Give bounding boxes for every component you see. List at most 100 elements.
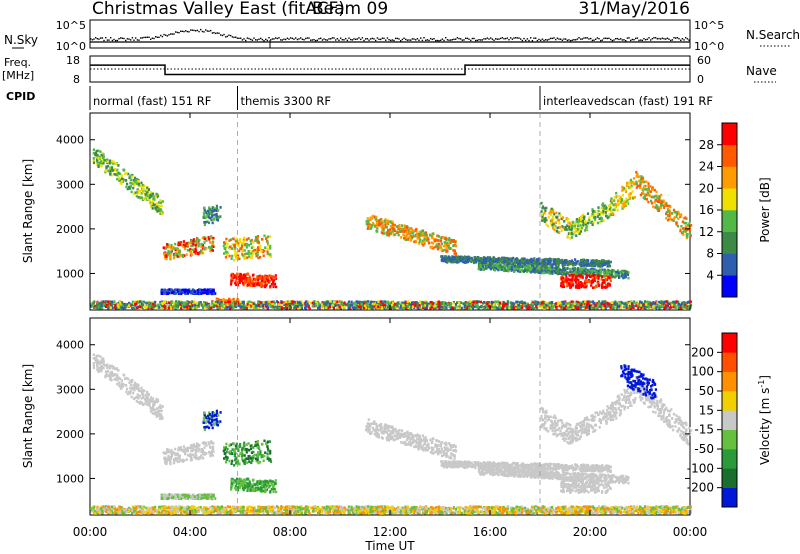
power-cell	[135, 191, 138, 194]
noise-trace	[90, 28, 690, 48]
power-cell	[105, 169, 108, 172]
power-cell	[208, 245, 211, 249]
power-cell	[452, 239, 455, 242]
noise-point	[463, 39, 465, 41]
noise-point	[683, 39, 685, 41]
power-cell	[239, 240, 242, 243]
power-cell	[651, 188, 654, 191]
noise-point	[535, 37, 537, 39]
power-cell	[434, 245, 437, 249]
power-cell	[173, 247, 176, 250]
power-cell	[131, 173, 134, 177]
power-cell	[92, 301, 95, 305]
power-cell	[203, 221, 206, 224]
power-cell	[442, 236, 445, 239]
power-cell	[176, 248, 179, 252]
power-cell	[582, 258, 585, 262]
power-cell	[180, 244, 183, 247]
power-cell	[387, 222, 390, 226]
power-cell	[254, 278, 257, 282]
power-cell	[561, 263, 564, 267]
power-cell	[512, 256, 515, 260]
power-cell	[237, 299, 240, 303]
power-cell	[204, 220, 207, 224]
power-cell	[379, 223, 382, 227]
power-cell	[589, 221, 592, 224]
noise-point	[563, 38, 565, 40]
power-cell	[375, 229, 378, 233]
power-cell	[410, 228, 414, 232]
power-cell	[248, 255, 251, 258]
power-cell	[532, 260, 535, 263]
power-cell	[198, 242, 201, 246]
power-cell	[613, 275, 616, 279]
power-cell	[583, 264, 586, 268]
power-cell	[365, 222, 368, 226]
power-cell	[440, 236, 443, 240]
noise-point	[128, 38, 130, 40]
noise-point	[460, 38, 462, 40]
noise-point	[465, 37, 467, 39]
power-cell	[452, 256, 455, 259]
noise-point	[193, 29, 195, 32]
power-cell	[593, 279, 596, 283]
power-cell	[447, 255, 450, 258]
power-cell	[486, 261, 490, 265]
power-cell	[255, 237, 258, 240]
power-cell	[161, 200, 164, 203]
power-cell	[375, 222, 379, 225]
power-cell	[620, 274, 623, 278]
power-cell	[194, 247, 197, 251]
noise-point	[606, 37, 609, 40]
power-cell	[231, 243, 234, 246]
power-cell	[179, 290, 182, 293]
power-cell	[174, 248, 177, 252]
power-cell	[408, 229, 411, 233]
power-cell	[267, 276, 270, 279]
power-cell	[550, 207, 553, 211]
power-cell	[109, 173, 112, 176]
power-cell	[603, 286, 606, 289]
power-cell	[151, 207, 154, 210]
noise-point	[188, 31, 190, 33]
power-cell	[600, 206, 603, 210]
power-cell	[606, 265, 609, 268]
power-cell	[366, 217, 369, 220]
noise-point	[91, 39, 94, 41]
power-cell	[207, 236, 210, 239]
power-cell	[146, 197, 149, 200]
noise-point	[530, 37, 532, 39]
noise-point	[481, 39, 484, 41]
power-cell	[631, 190, 634, 193]
power-cell	[573, 267, 576, 270]
noise-point	[511, 38, 514, 40]
frequency-line	[90, 64, 690, 76]
power-cell	[159, 208, 162, 211]
power-cell	[567, 218, 570, 221]
power-cell	[101, 152, 104, 155]
power-cell	[568, 228, 571, 231]
noise-point	[450, 39, 452, 41]
noise-point	[630, 39, 632, 42]
power-cell	[199, 251, 202, 255]
power-cell	[592, 286, 595, 289]
noise-point	[575, 39, 577, 41]
power-cell	[202, 288, 205, 292]
power-cell	[169, 245, 172, 248]
noise-left-tick-low: 10^0	[56, 40, 86, 53]
noise-point	[635, 37, 637, 40]
power-cell	[211, 236, 214, 240]
noise-point	[225, 36, 227, 38]
noise-point	[545, 39, 547, 41]
noise-point	[601, 39, 604, 41]
noise-point	[126, 38, 129, 40]
noise-point	[310, 39, 312, 41]
power-cell	[441, 259, 444, 262]
noise-point	[333, 37, 335, 39]
power-cell	[421, 232, 424, 235]
power-cell	[574, 271, 577, 274]
noise-point	[178, 32, 180, 34]
power-cell	[681, 220, 684, 224]
power-cell	[583, 229, 587, 232]
